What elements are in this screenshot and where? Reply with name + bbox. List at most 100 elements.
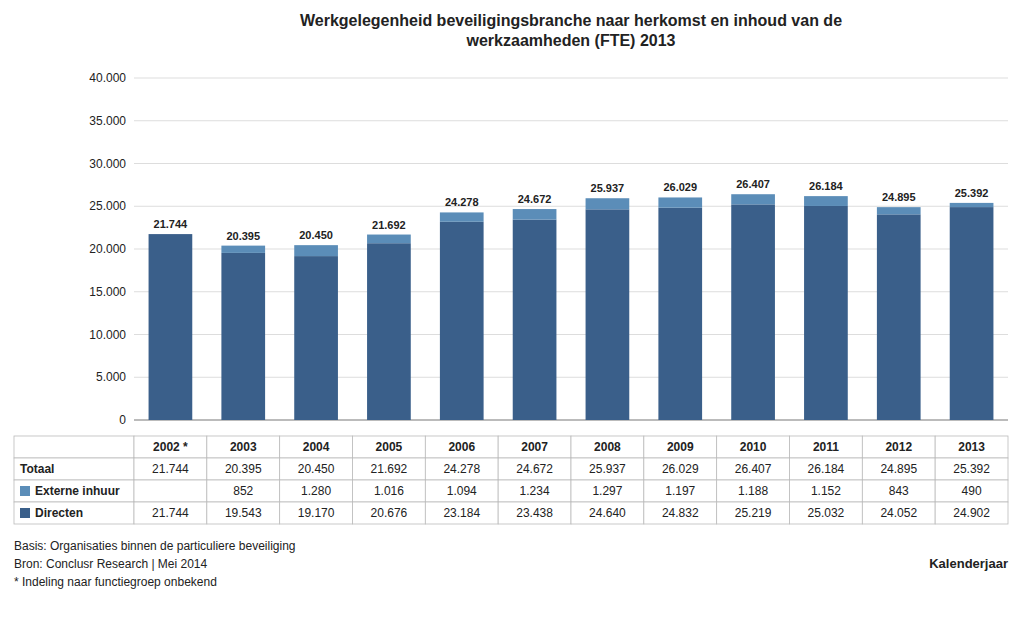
total-label: 24.278 <box>445 196 479 208</box>
table-cell <box>353 458 426 480</box>
table-cell <box>207 458 280 480</box>
table-value: 24.895 <box>880 462 917 476</box>
table-cell <box>425 458 498 480</box>
table-cell <box>571 480 644 502</box>
table-cell <box>862 502 935 524</box>
x-axis-label: Kalenderjaar <box>929 556 1008 571</box>
bar <box>804 196 848 206</box>
table-value: 490 <box>962 484 982 498</box>
bar <box>367 235 411 244</box>
table-value: 19.543 <box>225 506 262 520</box>
title-line: werkzaamheden (FTE) 2013 <box>466 32 676 49</box>
table-cell <box>935 502 1008 524</box>
table-cell <box>644 436 717 458</box>
table-value: 24.052 <box>880 506 917 520</box>
note: Basis: Organisaties binnen de particulie… <box>14 539 296 553</box>
y-tick-label: 35.000 <box>89 114 126 128</box>
table-value: 1.197 <box>665 484 695 498</box>
bar <box>658 208 702 420</box>
table-cell <box>790 502 863 524</box>
y-tick-label: 30.000 <box>89 157 126 171</box>
x-tick-label: 2009 <box>667 440 694 454</box>
bars <box>149 194 994 420</box>
total-label: 26.029 <box>663 181 697 193</box>
table-cell <box>498 480 571 502</box>
grid-line <box>134 163 1008 164</box>
y-tick-label: 20.000 <box>89 242 126 256</box>
table-value: 1.016 <box>374 484 404 498</box>
bar <box>731 204 775 420</box>
table-cell <box>134 436 207 458</box>
table-value: 1.188 <box>738 484 768 498</box>
total-label: 24.672 <box>518 193 552 205</box>
x-tick-label: 2012 <box>885 440 912 454</box>
chart: Werkgelegenheid beveiligingsbranche naar… <box>0 0 1024 643</box>
title: Werkgelegenheid beveiligingsbranche naar… <box>300 12 842 49</box>
table-cell <box>134 502 207 524</box>
table-value: 25.392 <box>953 462 990 476</box>
table-value: 24.640 <box>589 506 626 520</box>
bar <box>513 209 557 220</box>
table-cell <box>14 458 134 480</box>
table-cell <box>280 436 353 458</box>
bar <box>294 245 338 256</box>
total-label: 26.184 <box>809 180 844 192</box>
table-value: 843 <box>889 484 909 498</box>
bar <box>149 234 193 420</box>
total-label: 20.450 <box>299 229 333 241</box>
bar <box>367 243 411 420</box>
x-tick-label: 2008 <box>594 440 621 454</box>
x-tick-label: 2007 <box>521 440 548 454</box>
bar <box>513 220 557 420</box>
bar <box>149 234 193 235</box>
table-value: 1.280 <box>301 484 331 498</box>
total-label: 21.692 <box>372 219 406 231</box>
table-cell <box>280 502 353 524</box>
bar <box>731 194 775 204</box>
table-cell <box>425 480 498 502</box>
table-row-label: Totaal <box>20 462 54 476</box>
bar <box>658 197 702 207</box>
table-cell <box>280 480 353 502</box>
table-cell <box>207 502 280 524</box>
page: {"chart_data": { "type": "bar", "title":… <box>0 0 1024 643</box>
y-tick-label: 15.000 <box>89 285 126 299</box>
bar <box>950 207 994 420</box>
table-cell <box>498 436 571 458</box>
y-tick-label: 5.000 <box>96 370 126 384</box>
legend-swatch <box>20 508 30 518</box>
legend-swatch <box>20 486 30 496</box>
bar <box>877 207 921 214</box>
x-tick-label: 2003 <box>230 440 257 454</box>
table-value: 26.407 <box>735 462 772 476</box>
table-cell <box>935 480 1008 502</box>
x-tick-label: 2004 <box>303 440 330 454</box>
table-value: 25.032 <box>808 506 845 520</box>
grid-line <box>134 120 1008 121</box>
table-row-label: Externe inhuur <box>35 484 120 498</box>
table-value: 25.937 <box>589 462 626 476</box>
table-row-label: Directen <box>35 506 83 520</box>
grid <box>134 78 1008 420</box>
table-cell <box>717 458 790 480</box>
bar <box>294 256 338 420</box>
table-cell <box>353 436 426 458</box>
x-tick-label: 2013 <box>958 440 985 454</box>
table-cell <box>207 436 280 458</box>
bar <box>877 214 921 420</box>
table-value: 21.692 <box>371 462 408 476</box>
y-tick-label: 40.000 <box>89 71 126 85</box>
table-value: 20.450 <box>298 462 335 476</box>
table-cell <box>134 480 207 502</box>
y-tick-label: 10.000 <box>89 328 126 342</box>
bar <box>440 212 484 221</box>
bar <box>586 209 630 420</box>
table-cell <box>14 502 134 524</box>
table-value: 21.744 <box>152 506 189 520</box>
bar <box>950 203 994 207</box>
y-tick-label: 25.000 <box>89 199 126 213</box>
table-value: 24.832 <box>662 506 699 520</box>
bar <box>221 253 265 420</box>
table-cell <box>790 458 863 480</box>
total-label: 26.407 <box>736 178 770 190</box>
